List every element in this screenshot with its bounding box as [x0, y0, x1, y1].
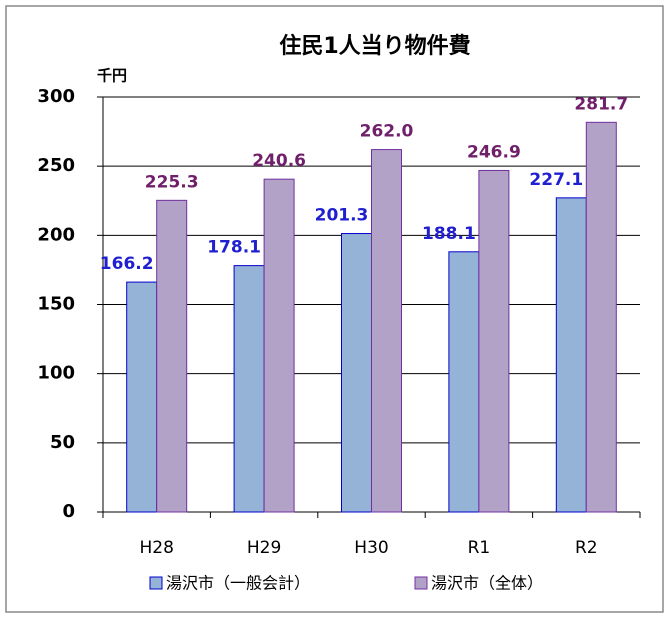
y-tick-label: 250	[37, 155, 75, 176]
data-label: 227.1	[529, 170, 583, 190]
bar	[233, 265, 265, 513]
bar	[156, 199, 188, 513]
x-tick-label: R2	[575, 538, 598, 558]
legend-swatch	[149, 576, 163, 590]
x-tick-label: R1	[468, 538, 491, 558]
x-tick-label: H28	[139, 538, 173, 558]
y-unit: 千円	[97, 67, 127, 85]
data-label: 240.6	[252, 151, 306, 171]
y-tick-label: 0	[62, 501, 75, 522]
bar	[555, 197, 587, 513]
data-label: 262.0	[360, 122, 414, 142]
legend-swatch	[414, 576, 428, 590]
frame	[5, 5, 664, 613]
bar	[126, 281, 158, 513]
y-tick-label: 300	[37, 86, 75, 107]
data-label: 201.3	[315, 206, 369, 226]
data-label: 225.3	[145, 172, 199, 192]
data-label: 188.1	[422, 224, 476, 244]
bar	[341, 233, 372, 513]
bar	[263, 178, 295, 513]
y-tick-label: 100	[37, 363, 75, 384]
y-tick-label: 200	[37, 224, 75, 245]
data-label: 281.7	[574, 94, 628, 114]
data-label: 178.1	[207, 238, 261, 258]
chart-title: 住民1人当り物件費	[279, 33, 470, 59]
x-tick-label: H30	[354, 538, 388, 558]
y-tick-label: 150	[37, 294, 75, 315]
legend-label: 湯沢市（全体）	[431, 574, 543, 593]
x-tick-label: H29	[247, 538, 281, 558]
legend-label: 湯沢市（一般会計）	[166, 574, 310, 593]
bar	[478, 169, 510, 513]
bar	[585, 121, 617, 513]
bar	[448, 251, 480, 513]
data-label: 166.2	[100, 254, 154, 274]
y-tick-label: 50	[50, 432, 75, 453]
data-label: 246.9	[467, 142, 521, 162]
bar	[371, 149, 402, 513]
